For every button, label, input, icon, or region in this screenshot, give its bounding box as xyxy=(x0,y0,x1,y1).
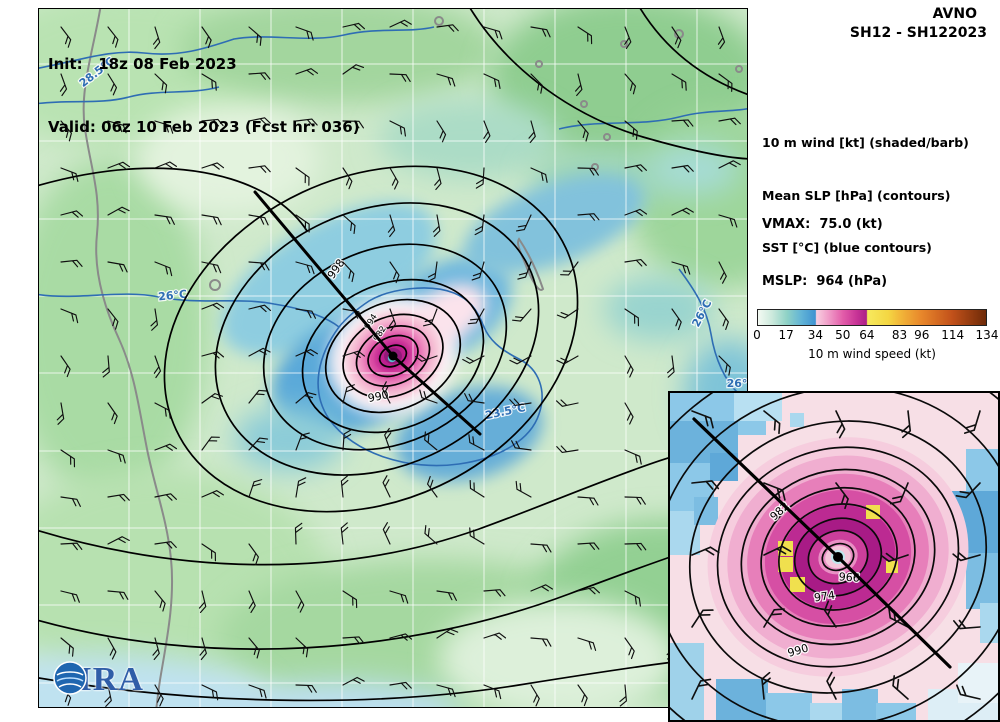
sst-label: 26°C xyxy=(158,288,188,304)
field-legend: 10 m wind [kt] (shaded/barb) Mean SLP [h… xyxy=(762,99,969,292)
colorbar-tick-label: 50 xyxy=(835,328,851,342)
main-map: 28.5°C 26°C 23.5°C 26°C 26° xyxy=(38,8,748,708)
intensity-readout: VMAX: 75.0 (kt) MSLP: 964 (hPa) xyxy=(762,177,887,329)
storm-track xyxy=(253,190,482,436)
grid-lines xyxy=(39,9,747,707)
storm-zoom-inset: 982 966 974 990 xyxy=(668,391,1000,722)
cira-badge-icon xyxy=(53,661,87,695)
colorbar-tick-label: 114 xyxy=(941,328,965,342)
main-map-svg: 28.5°C 26°C 23.5°C 26°C 26° xyxy=(39,9,748,707)
colorbar-tick-label: 0 xyxy=(753,328,761,342)
map-title: Init: 18z 08 Feb 2023 Valid: 06z 10 Feb … xyxy=(48,12,360,180)
isobar-label: 974 xyxy=(813,589,836,605)
colorbar-ticks: 0 17 34 50 64 83 96 114 134 xyxy=(753,328,998,344)
colorbar-tick-label: 134 xyxy=(975,328,999,342)
storm-id: SH12 - SH122023 xyxy=(849,25,987,41)
legend-line-sst: SST [°C] (blue contours) xyxy=(762,240,932,255)
inset-wind-barbs xyxy=(691,410,981,700)
model-header: AVNO SH12 - SH122023 xyxy=(753,5,987,43)
colorbar-tick-label: 34 xyxy=(807,328,823,342)
colorbar-tick-label: 96 xyxy=(914,328,930,342)
legend-line-wind: 10 m wind [kt] (shaded/barb) xyxy=(762,135,969,150)
coastline-layer xyxy=(82,9,743,707)
valid-time: Valid: 06z 10 Feb 2023 (Fcst hr: 036) xyxy=(48,118,360,136)
vmax-value: VMAX: 75.0 (kt) xyxy=(762,217,883,232)
init-time: Init: 18z 08 Feb 2023 xyxy=(48,55,237,73)
inset-slp-contours xyxy=(670,393,998,720)
cira-logo: CIRA xyxy=(53,661,144,699)
inset-contour-labels: 982 966 974 990 xyxy=(766,498,861,661)
sst-label: 26° xyxy=(727,377,748,390)
inset-svg: 982 966 974 990 xyxy=(670,393,998,720)
colorbar-tick-label: 17 xyxy=(778,328,794,342)
colorbar-tick-label: 64 xyxy=(859,328,875,342)
storm-position-dot xyxy=(388,351,398,361)
colorbar-tick-label: 83 xyxy=(891,328,908,342)
colorbar: 0 17 34 50 64 83 96 114 134 10 m wind speed (kt) xyxy=(753,309,998,361)
legend-line-slp: Mean SLP [hPa] (contours) xyxy=(762,187,951,203)
inset-storm-track xyxy=(692,417,952,669)
colorbar-label: 10 m wind speed (kt) xyxy=(808,347,936,361)
wind-barbs xyxy=(56,19,742,707)
inset-storm-position-dot xyxy=(833,552,843,562)
model-name: AVNO xyxy=(932,6,977,22)
colorbar-gradient xyxy=(757,309,987,326)
mslp-value: MSLP: 964 (hPa) xyxy=(762,274,888,289)
